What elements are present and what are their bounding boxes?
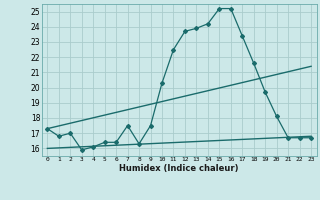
X-axis label: Humidex (Indice chaleur): Humidex (Indice chaleur) <box>119 164 239 173</box>
